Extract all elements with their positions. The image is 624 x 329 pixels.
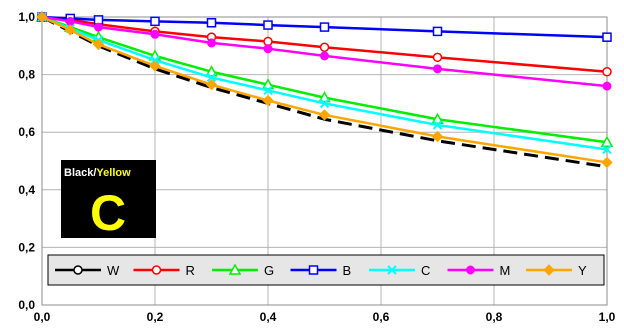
x-tick-label: 0,6 bbox=[373, 310, 390, 324]
x-tick-label: 0,8 bbox=[486, 310, 503, 324]
legend-item: W bbox=[55, 263, 120, 278]
data-point bbox=[263, 20, 273, 30]
y-tick-label: 0,8 bbox=[18, 68, 35, 82]
data-point bbox=[263, 44, 273, 54]
data-point bbox=[205, 78, 218, 91]
data-point bbox=[431, 130, 444, 143]
y-tick-label: 0,2 bbox=[18, 240, 35, 254]
legend-item: Y bbox=[526, 263, 587, 278]
data-point bbox=[206, 18, 217, 28]
x-tick-label: 0,0 bbox=[34, 310, 51, 324]
data-point bbox=[36, 11, 48, 23]
x-tick-label: 1,0 bbox=[599, 310, 616, 324]
badge-text-black: Black/ bbox=[64, 167, 96, 179]
data-point bbox=[92, 38, 105, 51]
data-point bbox=[65, 16, 75, 26]
data-point bbox=[600, 135, 614, 148]
legend-label: G bbox=[264, 263, 274, 278]
data-point bbox=[318, 91, 331, 103]
badge-text: Black/Yellow bbox=[64, 167, 131, 179]
data-point bbox=[432, 52, 443, 63]
data-point bbox=[319, 42, 330, 52]
data-point bbox=[432, 26, 443, 37]
data-point bbox=[150, 55, 160, 65]
data-point bbox=[387, 265, 397, 275]
data-point bbox=[601, 156, 613, 169]
legend-item: R bbox=[133, 263, 195, 278]
data-point bbox=[602, 66, 612, 77]
y-tick-label: 0,4 bbox=[18, 183, 35, 197]
series-w bbox=[41, 15, 608, 169]
data-point bbox=[602, 32, 612, 42]
series-y bbox=[36, 11, 613, 169]
data-point bbox=[64, 24, 76, 36]
y-tick-label: 0,6 bbox=[18, 125, 35, 139]
data-point bbox=[318, 109, 331, 121]
data-point bbox=[94, 22, 103, 32]
x-tick-label: 0,2 bbox=[147, 310, 164, 324]
legend-label: C bbox=[421, 263, 430, 278]
data-point bbox=[263, 85, 273, 96]
data-point bbox=[308, 265, 319, 275]
data-point bbox=[319, 98, 330, 109]
legend-item: B bbox=[290, 263, 352, 278]
legend-label: W bbox=[107, 263, 120, 278]
badge-letter: C bbox=[90, 185, 126, 241]
data-point bbox=[205, 65, 218, 77]
legend-item: G bbox=[212, 263, 274, 278]
y-tick-label: 0,0 bbox=[18, 298, 35, 312]
series-layer bbox=[35, 10, 614, 169]
data-point bbox=[73, 265, 83, 275]
legend-item: C bbox=[369, 263, 430, 278]
data-point bbox=[431, 112, 444, 124]
legend-label: B bbox=[343, 263, 352, 278]
data-point bbox=[602, 81, 612, 91]
data-point bbox=[206, 72, 217, 83]
data-point bbox=[261, 78, 275, 90]
data-point bbox=[151, 265, 162, 275]
data-point bbox=[262, 94, 274, 107]
data-point bbox=[150, 16, 160, 27]
data-point bbox=[432, 120, 443, 130]
badge-background bbox=[61, 160, 156, 238]
tick-labels: 0,0 0,2 0,4 0,6 0,8 1,0 0,0 0,2 0,4 0,6 0,8 1,0 bbox=[18, 10, 615, 324]
data-point bbox=[228, 263, 242, 275]
data-point bbox=[466, 265, 475, 275]
badge: Black/Yellow C bbox=[61, 160, 156, 241]
data-point bbox=[320, 51, 329, 61]
y-tick-label: 1,0 bbox=[18, 10, 35, 24]
legend-label: R bbox=[186, 263, 195, 278]
data-point bbox=[150, 29, 160, 39]
legend-label: Y bbox=[578, 263, 587, 278]
data-point bbox=[602, 144, 612, 155]
x-tick-label: 0,4 bbox=[260, 310, 277, 324]
badge-text-yellow: Yellow bbox=[96, 167, 131, 179]
data-point bbox=[149, 60, 161, 72]
series-m bbox=[37, 12, 612, 91]
series-line bbox=[41, 15, 608, 169]
data-point bbox=[319, 22, 330, 32]
data-point bbox=[433, 64, 442, 74]
legend-label: M bbox=[500, 263, 511, 278]
data-point bbox=[207, 38, 216, 48]
legend-item: M bbox=[447, 263, 511, 278]
data-point bbox=[543, 264, 555, 276]
